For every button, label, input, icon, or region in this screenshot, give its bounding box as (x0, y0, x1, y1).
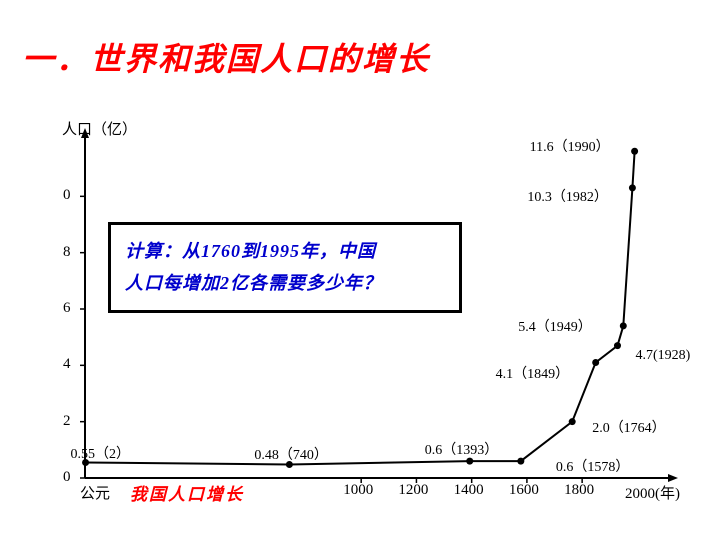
ytick-label: 8 (63, 244, 71, 261)
xtick-label: 1600 (509, 482, 539, 499)
xtick-label: 1200 (398, 482, 428, 499)
data-point-label: 5.4（1949） (518, 316, 592, 336)
question-line-2: 人口每增加2亿各需要多少年？ (125, 267, 445, 299)
xtick-label: 1800 (564, 482, 594, 499)
bottom-left-label: 公元 (80, 482, 110, 503)
yaxis-label: 人口（亿） (62, 118, 137, 139)
bottom-red-label: 我国人口增长 (130, 480, 244, 505)
xtick-label: 1000 (343, 482, 373, 499)
data-point-label: 0.6（1393） (425, 439, 499, 459)
data-point-label: 10.3（1982） (527, 186, 608, 206)
data-point-label: 0.48（740） (254, 444, 328, 464)
data-point-label: 11.6（1990） (530, 136, 610, 156)
data-point-label: 4.1（1849） (496, 363, 570, 383)
page-title: 一．世界和我国人口的增长 (22, 34, 430, 80)
question-box: 计算：从1760到1995年，中国 人口每增加2亿各需要多少年？ (108, 222, 462, 313)
data-point-label: 4.7(1928) (635, 348, 690, 364)
question-line-1: 计算：从1760到1995年，中国 (125, 235, 445, 267)
xaxis-label: 2000(年) (625, 482, 680, 503)
xtick-label: 1400 (454, 482, 484, 499)
chart-area: 人口（亿） 0 2 4 6 8 0 1000 1200 1400 1600 1800 2000(年… (50, 120, 680, 510)
ytick-label: 2 (63, 413, 71, 430)
ytick-label: 0 (63, 469, 71, 486)
ytick-label: 6 (63, 300, 71, 317)
data-point-label: 2.0（1764） (592, 417, 666, 437)
ytick-label: 0 (63, 187, 71, 204)
data-point-label: 0.6（1578） (556, 456, 630, 476)
ytick-label: 4 (63, 356, 71, 373)
data-point-label: 0.55（2） (71, 443, 131, 463)
